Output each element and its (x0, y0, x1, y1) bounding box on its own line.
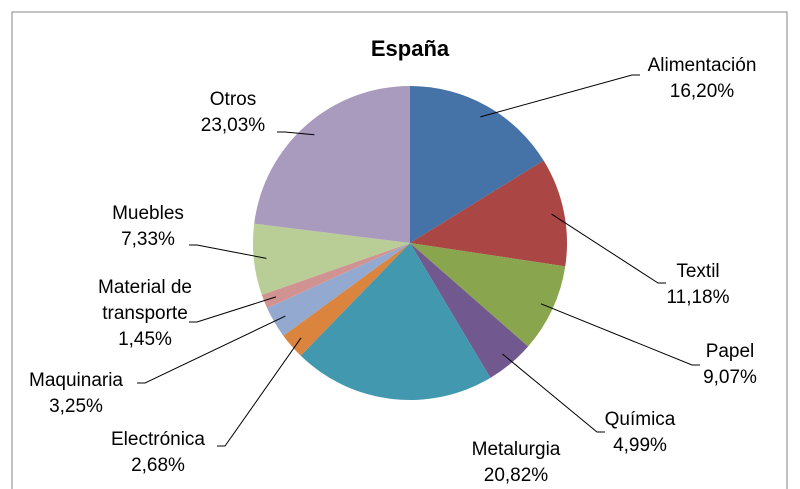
pie-slice (410, 160, 568, 267)
value-label: 23,03% (201, 115, 266, 136)
value-label: 7,33% (121, 229, 175, 250)
leader-line (540, 303, 700, 366)
leader-line (137, 315, 286, 384)
pie-slice (283, 243, 410, 356)
category-label: Alimentación (648, 55, 757, 76)
category-label: Papel (706, 341, 755, 362)
pie-slice (300, 243, 491, 400)
category-label: Muebles (112, 203, 184, 224)
pie-slice (254, 86, 410, 243)
value-label: 20,82% (484, 465, 549, 486)
pie-slice (261, 243, 410, 309)
value-label: 9,07% (703, 367, 757, 388)
category-label: Metalurgia (472, 439, 561, 460)
category-label: Textil (676, 261, 719, 282)
leader-line (189, 296, 277, 323)
pie-slice (410, 86, 544, 243)
leader-line (480, 74, 640, 118)
value-label: 16,20% (670, 81, 735, 102)
value-label: 3,25% (49, 396, 103, 417)
value-label: 4,99% (613, 435, 667, 456)
value-label: 2,68% (131, 455, 185, 476)
category-label: Química (605, 409, 676, 430)
value-label: 11,18% (666, 287, 729, 308)
category-label-line: transporte (102, 303, 188, 324)
leader-line (217, 337, 302, 447)
category-label: Maquinaria (29, 370, 123, 391)
leader-line (551, 213, 666, 284)
value-label: 1,45% (118, 329, 172, 350)
category-label-line: Material de (98, 277, 192, 298)
category-label: Electrónica (111, 429, 205, 450)
category-label: Material de transporte (98, 277, 192, 324)
leader-line (502, 353, 605, 433)
category-label: Otros (210, 89, 256, 110)
pie-slice (253, 223, 410, 295)
leader-line (277, 131, 315, 136)
pie-slice (410, 243, 529, 378)
leader-line (189, 244, 267, 259)
chart-title: España (371, 36, 450, 61)
pie-slice (267, 243, 410, 336)
pie-slice (410, 243, 566, 347)
